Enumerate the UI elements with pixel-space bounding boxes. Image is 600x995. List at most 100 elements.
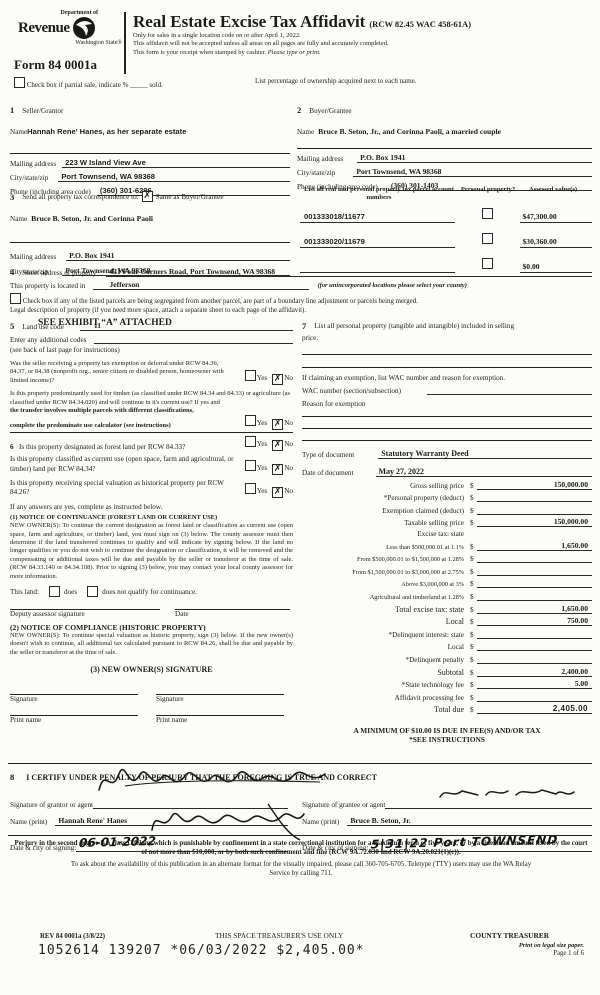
owner2-signature-line[interactable] — [156, 694, 284, 696]
delinquent-penalty-value[interactable] — [476, 654, 592, 664]
parcel-row: 001333018/11677 $47,300.00 — [300, 205, 592, 223]
seller-city-value[interactable]: Port Townsend, WA 98368 — [58, 172, 290, 182]
buyer-name-value[interactable]: Bruce B. Seton, Jr., and Corinna Paoli, … — [318, 127, 501, 136]
buyer-phone-value[interactable]: (360) 301-1403 — [387, 181, 592, 191]
dollar-sign: $ — [470, 555, 474, 564]
assessed-value[interactable]: $0.00 — [520, 262, 592, 273]
q3-yes-checkbox[interactable] — [244, 436, 256, 448]
assessor-date-line[interactable] — [175, 609, 290, 611]
partial-sale-label: Check box if partial sale, indicate % __… — [26, 81, 163, 89]
q4-yes-checkbox[interactable] — [244, 459, 256, 471]
q1-no-checkbox[interactable]: ✗ — [272, 374, 284, 386]
section2-number: 2 — [297, 105, 302, 115]
reason-line-2[interactable] — [302, 428, 592, 429]
grantee-signature-line[interactable] — [385, 799, 592, 809]
question-forest-land-text: Is this property designated as forest la… — [18, 443, 186, 452]
county-treasurer-label: COUNTY TREASURER — [470, 931, 550, 940]
wac-number-value[interactable] — [427, 385, 592, 395]
rate4-value[interactable] — [476, 578, 592, 589]
gross-price-value[interactable]: 150,000.00 — [476, 480, 592, 490]
rate2-value[interactable] — [476, 553, 592, 564]
q4-no-checkbox[interactable]: ✗ — [272, 463, 284, 475]
delinquent-interest-value[interactable] — [476, 629, 592, 639]
land-qualify-row: This land: does does not qualify for con… — [10, 586, 293, 598]
does-not-checkbox[interactable] — [87, 586, 99, 598]
exemption-deduct-value[interactable] — [476, 505, 592, 515]
seller-phone-value[interactable]: (360) 301-6296 — [96, 186, 290, 196]
section-land-use: 5 Land use code 11 Enter any additional … — [10, 321, 293, 724]
owner1-print-line[interactable] — [10, 715, 138, 717]
rate5-value[interactable] — [476, 591, 592, 601]
total-state-value[interactable]: 1,650.00 — [476, 604, 592, 614]
segregated-checkbox[interactable] — [10, 293, 21, 304]
rate4-label: Above $3,000,000 at 3% — [401, 581, 464, 589]
local2-value[interactable] — [476, 641, 592, 652]
section3-mailing-value[interactable]: P.O. Box 1941 — [66, 251, 290, 261]
buyer-city-value[interactable]: Port Townsend, WA 98368 — [353, 167, 592, 177]
owner2-print-line[interactable] — [156, 715, 284, 717]
personal-property-checkbox[interactable] — [482, 208, 494, 219]
parcel-row: 001333020/11679 $30,360.00 — [300, 230, 592, 248]
subtotal-value[interactable]: 2,400.00 — [476, 667, 592, 677]
yes-label: Yes — [256, 419, 268, 428]
grantor-date-line[interactable]: 06-01-2022 — [76, 833, 288, 852]
county-value[interactable]: Jefferson — [93, 280, 310, 290]
local-tax-value[interactable]: 750.00 — [476, 616, 592, 627]
does-checkbox[interactable] — [48, 586, 60, 598]
section3-name-value[interactable]: Bruce B. Seton, Jr. and Corinna Paoli — [31, 214, 154, 223]
grantee-name-value[interactable]: Bruce B. Seton, Jr. — [347, 816, 592, 826]
personal-property-line-2[interactable] — [302, 367, 592, 368]
total-due-value[interactable]: 2,405.00 — [476, 704, 592, 715]
rev-form-number: REV 84 0001a (3/8/22) — [40, 933, 106, 940]
personal-property-line-1[interactable] — [302, 354, 592, 355]
personal-property-checkbox[interactable] — [482, 233, 494, 244]
parcel-number[interactable]: 001333018/11677 — [300, 212, 455, 223]
seller-name-value[interactable]: Hannah Rene' Hanes, as her separate esta… — [27, 127, 187, 136]
taxable-price-value[interactable]: 150,000.00 — [476, 517, 592, 528]
personal-deduct-value[interactable] — [476, 492, 592, 503]
dollar-sign: $ — [470, 706, 474, 715]
partial-sale-checkbox[interactable] — [14, 77, 25, 88]
q5-no-checkbox[interactable]: ✗ — [272, 486, 284, 498]
owner1-signature-line[interactable] — [10, 694, 138, 696]
additional-codes-value[interactable] — [94, 334, 293, 344]
personal-property-checkbox[interactable] — [482, 258, 494, 269]
same-as-buyer-checkbox[interactable]: ✗ — [141, 191, 153, 202]
q3-no-checkbox[interactable]: ✗ — [272, 440, 284, 452]
doc-type-value[interactable]: Statutory Warranty Deed — [378, 449, 592, 459]
seller-mailing-value[interactable]: 223 W Island View Ave — [62, 158, 290, 168]
street-address-value[interactable]: 431 Four Corners Road, Port Townsend, WA… — [106, 267, 592, 277]
tech-fee-value[interactable]: 5.00 — [476, 679, 592, 690]
reason-line-1[interactable] — [302, 416, 592, 417]
grantor-name-label: Name (print) — [10, 818, 48, 826]
parcel-number[interactable] — [300, 262, 455, 273]
buyer-city-label: City/state/zip — [297, 169, 336, 177]
land-use-code-value[interactable]: 11 — [79, 321, 293, 331]
parcel-number[interactable]: 001333020/11679 — [300, 237, 455, 248]
reason-line-3[interactable] — [302, 440, 592, 441]
assessed-value[interactable]: $47,300.00 — [520, 212, 592, 223]
deputy-signature-line[interactable] — [10, 609, 160, 611]
q1-yes-checkbox[interactable] — [244, 370, 256, 382]
parcel-col-header: List all real and personal property tax … — [304, 186, 454, 201]
assessed-value[interactable]: $30,360.00 — [520, 237, 592, 248]
buyer-mailing-value[interactable]: P.O. Box 1941 — [357, 153, 592, 163]
q2-yes-checkbox[interactable] — [244, 415, 256, 427]
grantor-name-value[interactable]: Hannah Rene' Hanes — [55, 816, 288, 826]
notice1-body: NEW OWNER(S): To continue the current de… — [10, 522, 293, 580]
grantor-signature-line[interactable] — [93, 799, 288, 809]
local-tax-label: Local — [445, 617, 464, 627]
taxable-price-label: Taxable selling price — [404, 519, 464, 528]
section3-city-value[interactable]: Port Townsend, WA 98368 — [62, 266, 290, 276]
doc-date-value[interactable]: May 27, 2022 — [375, 467, 592, 477]
rate1-value[interactable]: 1,650.00 — [476, 541, 592, 551]
dollar-sign: $ — [470, 643, 474, 652]
rate3-value[interactable] — [476, 566, 592, 576]
processing-fee-value[interactable] — [476, 692, 592, 702]
page-title: Real Estate Excise Tax Affidavit — [133, 12, 366, 31]
q5-yes-checkbox[interactable] — [244, 482, 256, 494]
dollar-sign: $ — [470, 693, 474, 702]
section5-number: 5 — [10, 321, 15, 331]
q2-no-checkbox[interactable]: ✗ — [272, 419, 284, 431]
grantee-date-line[interactable]: 5|31|22 Port TOWNSEND — [368, 833, 592, 852]
